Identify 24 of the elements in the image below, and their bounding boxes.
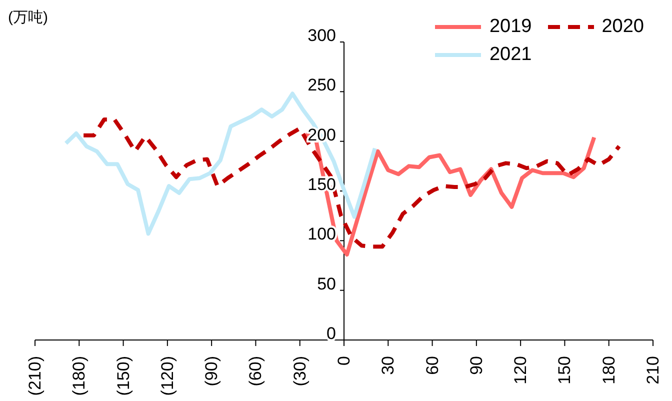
legend-label: 2019 <box>489 16 532 38</box>
x-tick-label: (120) <box>158 356 177 396</box>
x-tick-label: 90 <box>466 356 486 375</box>
x-tick-label: 150 <box>555 356 574 384</box>
y-tick-label: 0 <box>326 324 336 344</box>
legend-label: 2020 <box>602 16 644 38</box>
y-tick-label: 300 <box>308 26 336 46</box>
y-axis-title: (万吨) <box>8 8 48 27</box>
y-tick-label: 200 <box>308 125 336 144</box>
x-tick-label: 60 <box>422 356 442 375</box>
x-tick-label: (30) <box>290 356 310 386</box>
x-tick-label: (210) <box>26 356 44 396</box>
x-tick-label: (60) <box>246 356 266 386</box>
x-tick-label: 30 <box>378 356 398 375</box>
x-tick-label: (180) <box>70 356 89 396</box>
x-tick-label: 180 <box>599 356 618 384</box>
x-tick-label: 0 <box>334 356 354 366</box>
y-tick-label: 50 <box>317 274 336 294</box>
x-tick-label: 210 <box>644 356 662 384</box>
legend-label: 2021 <box>489 44 532 66</box>
x-tick-label: 120 <box>511 356 530 384</box>
x-tick-label: (90) <box>202 356 222 386</box>
y-tick-label: 250 <box>308 76 336 95</box>
x-tick-label: (150) <box>114 356 133 396</box>
